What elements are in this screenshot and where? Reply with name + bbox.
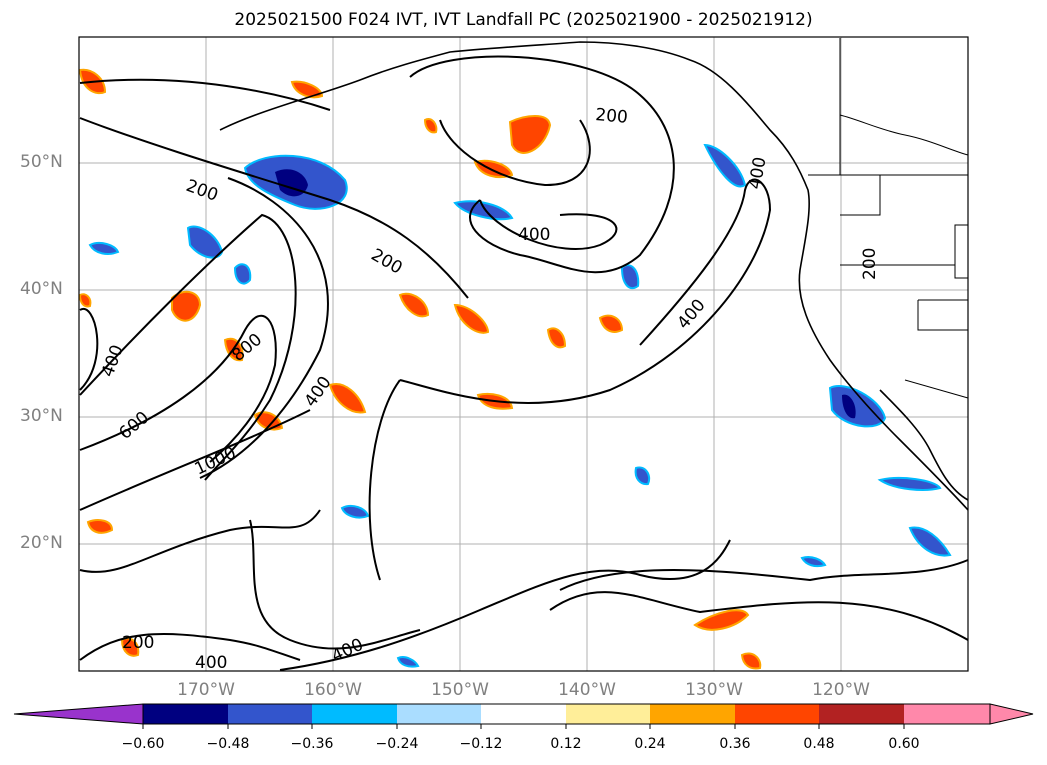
colorbar-cell [397, 704, 481, 724]
lon-label-120w: 120°W [812, 680, 870, 700]
lat-label-40n: 40°N [20, 279, 63, 299]
colorbar-cell [650, 704, 735, 724]
contour-label: 200 [860, 248, 880, 280]
contour-label: 200 [368, 245, 406, 279]
colorbar-tick-label: −0.12 [459, 736, 503, 752]
colorbar-cell [904, 704, 990, 724]
contour-label: 800 [228, 330, 266, 366]
colorbar-tick-label: −0.24 [375, 736, 419, 752]
colorbar-cell [228, 704, 312, 724]
colorbar-cell [13, 703, 144, 725]
colorbar-tick-label: −0.48 [206, 736, 250, 752]
lon-label-140w: 140°W [558, 680, 616, 700]
colorbar-cell [566, 704, 650, 724]
contour-label-group: 200 200 200 200 200 400 400 400 400 400 … [98, 105, 880, 673]
coastlines [219, 41, 969, 511]
contour-label: 400 [195, 653, 227, 673]
colorbar-cell [312, 704, 397, 724]
lat-label-20n: 20°N [20, 533, 63, 553]
map-frame [78, 36, 969, 672]
negative-pc-areas [88, 143, 952, 668]
colorbar-tick-label: −0.60 [121, 736, 165, 752]
contour-label: 200 [595, 105, 629, 128]
borders [808, 38, 969, 399]
colorbar-cell [819, 704, 904, 724]
colorbar-cell [735, 704, 819, 724]
map-title: 2025021500 F024 IVT, IVT Landfall PC (20… [234, 10, 813, 30]
lon-label-170w: 170°W [177, 680, 235, 700]
colorbar-tick-label: 0.48 [803, 736, 835, 752]
colorbar [13, 703, 1034, 729]
contour-label: 400 [98, 342, 128, 379]
colorbar-cell [989, 703, 1034, 725]
colorbar-tick-label: 0.12 [550, 736, 582, 752]
lon-label-160w: 160°W [304, 680, 362, 700]
contour-label: 400 [329, 635, 367, 667]
gridlines [79, 37, 968, 671]
lat-label-50n: 50°N [20, 152, 63, 172]
colorbar-tick-label: −0.36 [290, 736, 334, 752]
contour-label: 400 [745, 155, 770, 190]
colorbar-cell [481, 704, 566, 724]
lat-label-30n: 30°N [20, 406, 63, 426]
positive-pc-areas [78, 68, 762, 670]
contour-label: 1000 [192, 443, 240, 479]
colorbar-tick-label: 0.24 [634, 736, 666, 752]
ivt-contours [79, 55, 969, 671]
colorbar-cell [143, 704, 228, 724]
contour-label: 200 [122, 633, 154, 653]
colorbar-tick-label: 0.60 [888, 736, 920, 752]
contour-label: 600 [115, 408, 153, 444]
lon-label-150w: 150°W [431, 680, 489, 700]
contour-label: 200 [183, 176, 220, 206]
lon-label-130w: 130°W [685, 680, 743, 700]
contour-label: 400 [518, 225, 550, 245]
contour-label: 400 [301, 373, 336, 411]
colorbar-tick-label: 0.36 [719, 736, 751, 752]
